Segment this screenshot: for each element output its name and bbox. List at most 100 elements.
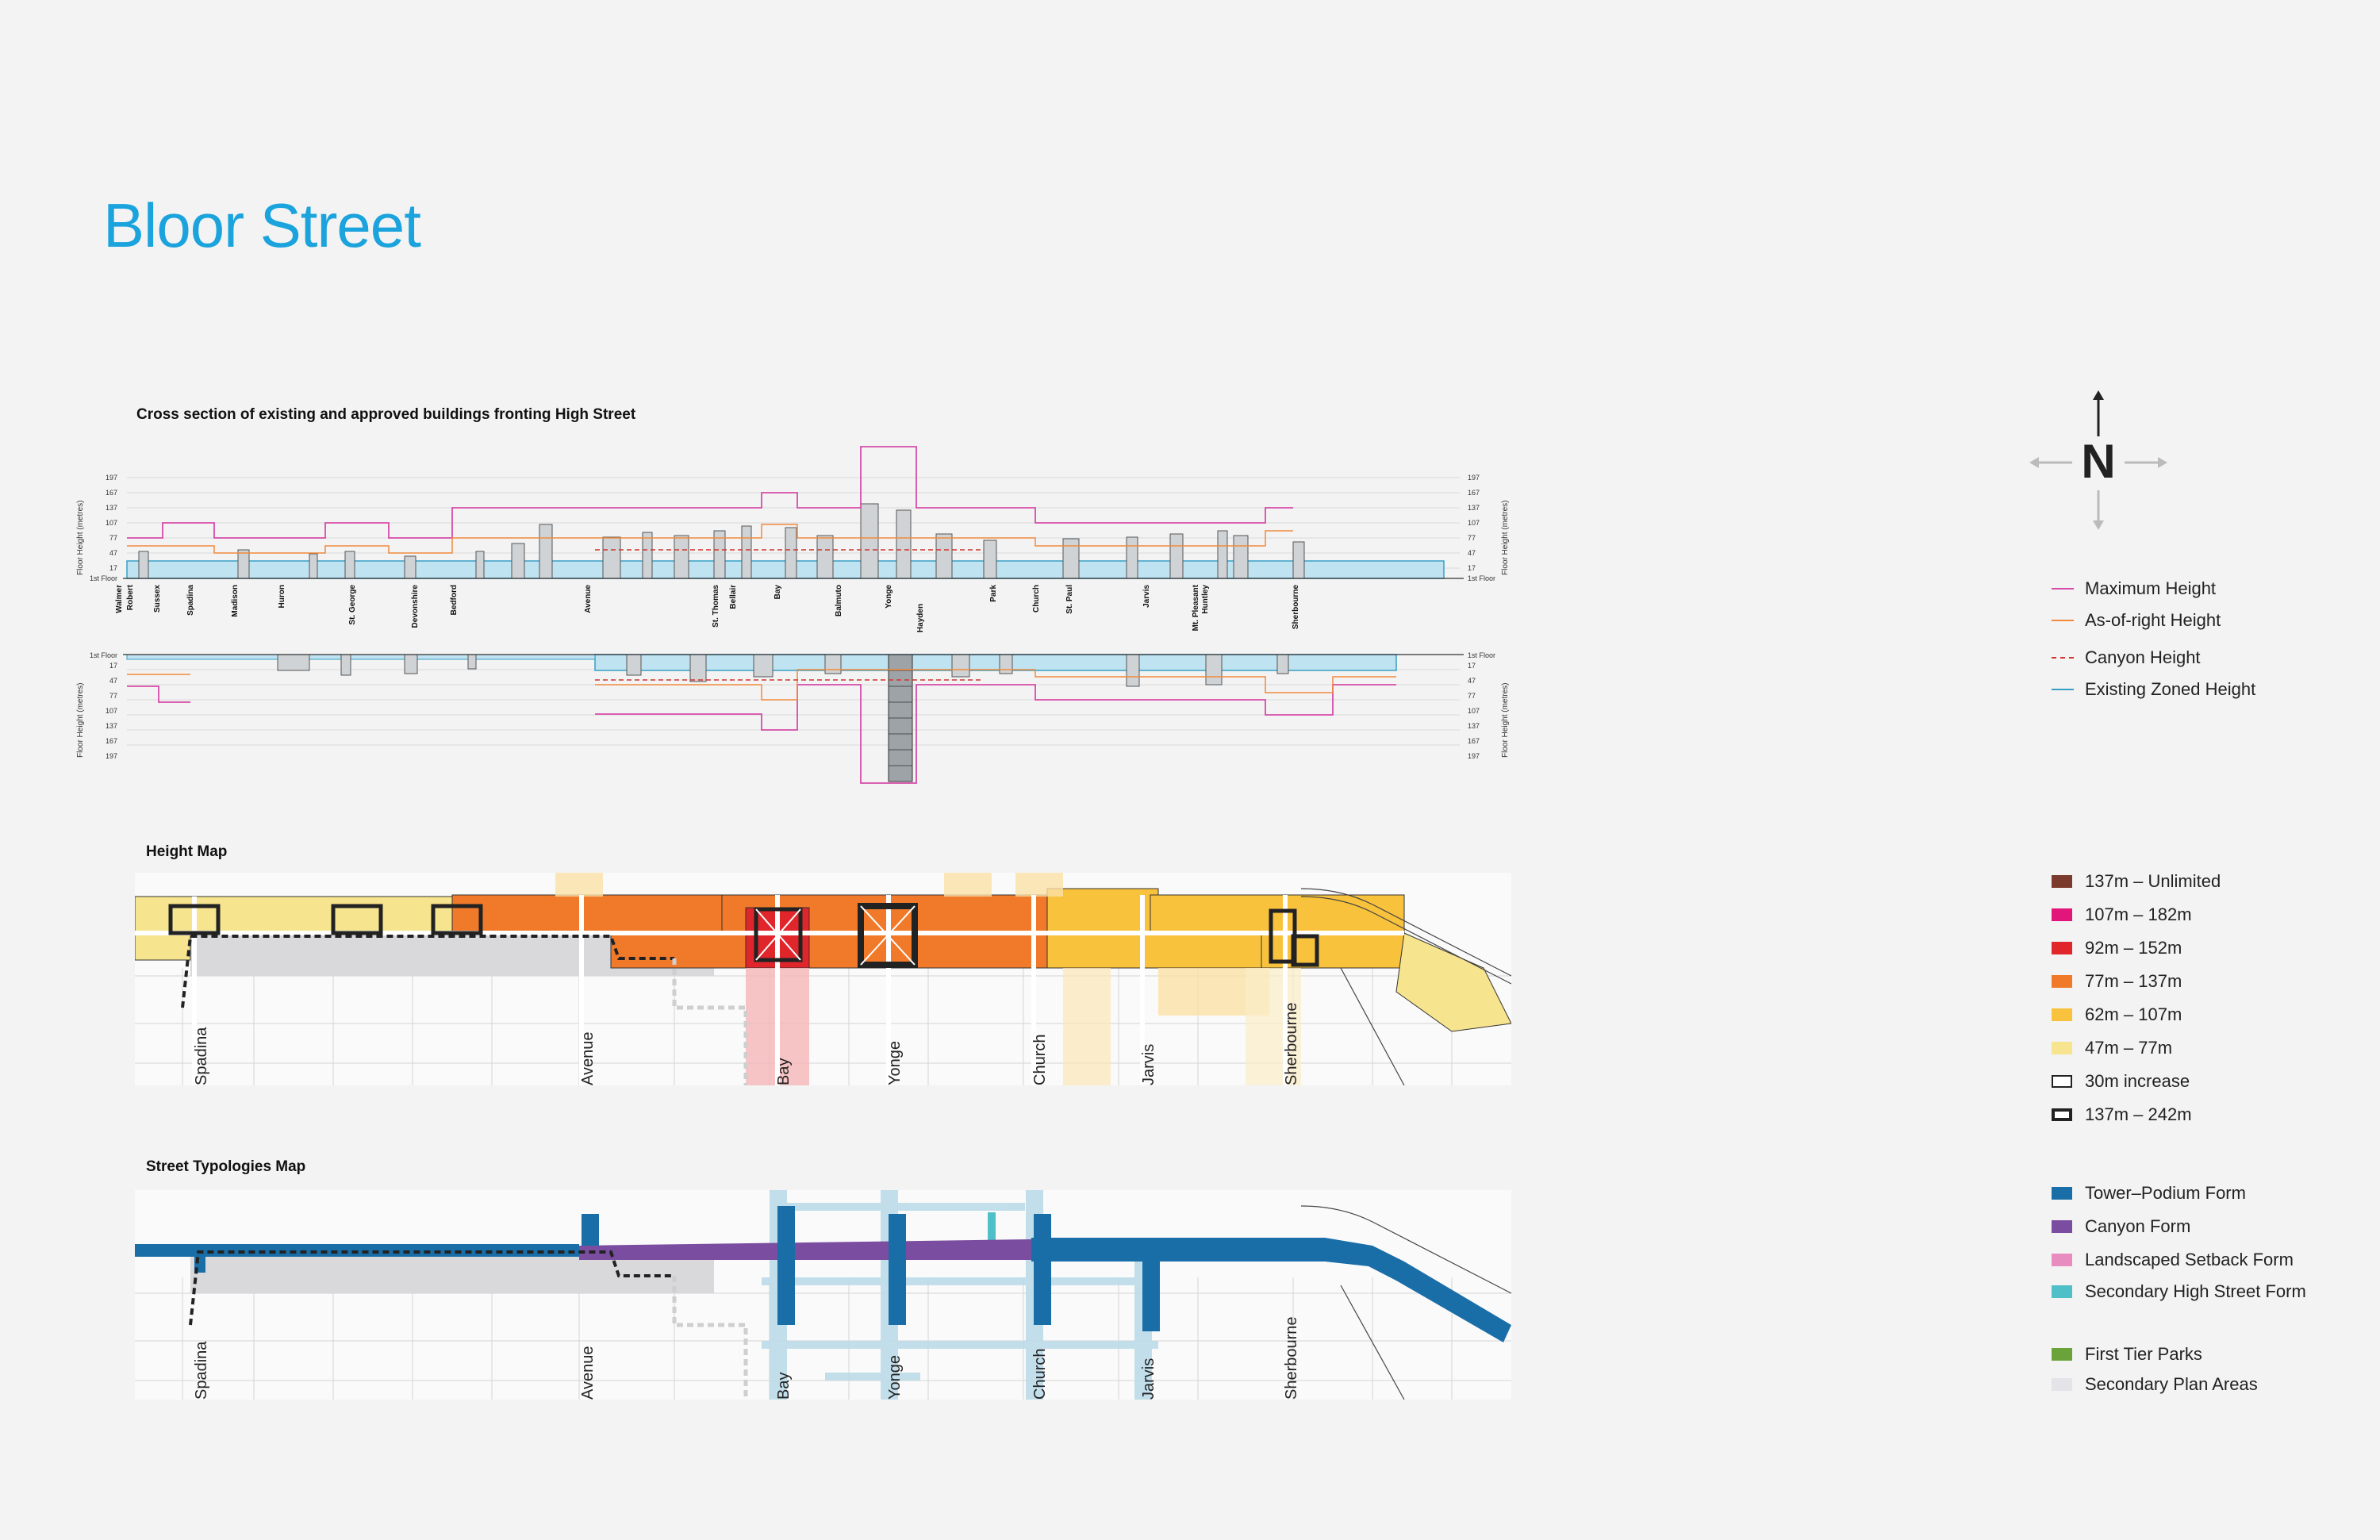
tick-label: 47 (109, 549, 117, 557)
legend-swatch (2052, 1220, 2072, 1233)
street-label-avenue: Avenue (579, 1346, 597, 1400)
legend-item: 137m – 242m (2052, 1103, 2192, 1127)
street-label: Spadina (186, 585, 195, 616)
street-label: Avenue (584, 585, 593, 613)
tick-label: 107 (1468, 707, 1480, 715)
tick-label: 107 (106, 519, 117, 527)
street-label: Yonge (885, 585, 893, 609)
street-label-avenue: Avenue (579, 1032, 597, 1085)
legend-item: 107m – 182m (2052, 903, 2192, 927)
tick-label: 167 (106, 737, 117, 745)
street-label: St. Paul (1065, 585, 1074, 614)
tick-label: 47 (1468, 549, 1476, 557)
tick-label: 137 (1468, 722, 1480, 730)
legend-swatch (2052, 1042, 2072, 1054)
street-label: Church (1032, 585, 1041, 613)
legend-swatch (2052, 908, 2072, 921)
street-label-jarvis: Jarvis (1140, 1044, 1157, 1085)
legend-item: Canyon Height (2052, 646, 2201, 670)
legend-typologies: Tower–Podium Form Canyon Form Landscaped… (2052, 1181, 2369, 1316)
axis-label: Floor Height (metres) (76, 501, 85, 575)
legend-line-icon (2052, 689, 2074, 690)
street-label: Huntley (1201, 585, 1210, 614)
cross-section-diagram: 197 167 137 107 77 47 17 1st Floor 197 1… (76, 446, 1510, 784)
tick-label: 47 (109, 677, 117, 685)
street-label-jarvis: Jarvis (1140, 1358, 1157, 1400)
north-arrow-icon: N (2029, 390, 2167, 530)
tick-label: 167 (1468, 737, 1480, 745)
street-label-church: Church (1031, 1349, 1049, 1400)
legend-swatch (2052, 1378, 2072, 1391)
tick-label: 137 (106, 504, 117, 512)
legend-item: 30m increase (2052, 1070, 2190, 1093)
street-label: Madison (231, 585, 240, 617)
street-label-bay: Bay (775, 1373, 793, 1400)
tick-label: 197 (1468, 752, 1480, 760)
street-label-spadina: Spadina (193, 1027, 210, 1085)
legend-item: 62m – 107m (2052, 1003, 2182, 1027)
axis-label: Floor Height (metres) (1501, 683, 1510, 758)
legend-item: 92m – 152m (2052, 936, 2182, 960)
tick-label: 1st Floor (1468, 574, 1495, 582)
tick-label: 197 (1468, 474, 1480, 482)
tick-label: 1st Floor (1468, 651, 1495, 659)
street-label-sherbourne: Sherbourne (1283, 1316, 1300, 1400)
tick-label: 107 (106, 707, 117, 715)
street-label-spadina: Spadina (193, 1341, 210, 1400)
height-map: Spadina Avenue Bay Yonge Church Jarvis S… (135, 873, 1511, 1085)
axis-label: Floor Height (metres) (1501, 501, 1510, 575)
tick-label: 77 (1468, 534, 1476, 542)
street-label: Devonshire (411, 585, 420, 628)
tick-label: 17 (1468, 564, 1476, 572)
legend-swatch (2052, 875, 2072, 888)
street-label: Hayden (916, 604, 925, 632)
legend-item: Secondary High Street Form (2052, 1280, 2306, 1304)
legend-line-icon (2052, 620, 2074, 621)
compass-letter: N (2081, 435, 2115, 488)
tick-label: 167 (1468, 489, 1480, 497)
typology-map-title: Street Typologies Map (146, 1158, 306, 1175)
legend-swatch (2052, 1008, 2072, 1021)
height-map-title: Height Map (146, 843, 228, 860)
legend-item: Canyon Form (2052, 1215, 2190, 1239)
tick-label: 137 (106, 722, 117, 730)
tick-label: 1st Floor (90, 574, 117, 582)
tick-label: 17 (109, 662, 117, 670)
street-label: Park (989, 585, 998, 602)
street-label-bay: Bay (775, 1058, 793, 1085)
street-label: Bellair (729, 585, 738, 609)
street-label: Robert (126, 584, 135, 610)
street-label-sherbourne: Sherbourne (1283, 1002, 1300, 1085)
tick-label: 77 (109, 692, 117, 700)
street-label-church: Church (1031, 1035, 1049, 1085)
tick-label: 197 (106, 474, 117, 482)
tick-label: 17 (109, 564, 117, 572)
street-label: Bedford (450, 585, 459, 615)
legend-item: Landscaped Setback Form (2052, 1248, 2294, 1272)
tick-label: 77 (109, 534, 117, 542)
legend-item: As-of-right Height (2052, 609, 2221, 632)
legend-item: 77m – 137m (2052, 970, 2182, 993)
tick-label: 1st Floor (90, 651, 117, 659)
tick-label: 77 (1468, 692, 1476, 700)
street-label: Mt. Pleasant (1192, 584, 1200, 631)
street-label: Sussex (153, 585, 162, 613)
street-label: Bay (774, 585, 782, 600)
legend-swatch (2052, 1254, 2072, 1266)
street-label: St. Thomas (712, 585, 720, 628)
street-label-yonge: Yonge (886, 1041, 904, 1085)
tick-label: 47 (1468, 677, 1476, 685)
street-label: Sherbourne (1292, 585, 1300, 630)
legend-item: 137m – Unlimited (2052, 870, 2221, 893)
legend-swatch (2052, 942, 2072, 954)
legend-item: Secondary Plan Areas (2052, 1373, 2258, 1396)
legend-dash-icon (2052, 657, 2074, 659)
street-label: St. George (348, 585, 357, 625)
street-label: Balmuto (835, 585, 843, 616)
street-label-yonge: Yonge (886, 1355, 904, 1400)
legend-heights: Maximum Height As-of-right Height Canyon… (2052, 577, 2369, 712)
legend-item: Maximum Height (2052, 577, 2216, 601)
legend-item: First Tier Parks (2052, 1342, 2202, 1366)
street-label: Walmer (115, 585, 124, 613)
legend-item: Existing Zoned Height (2052, 678, 2255, 701)
